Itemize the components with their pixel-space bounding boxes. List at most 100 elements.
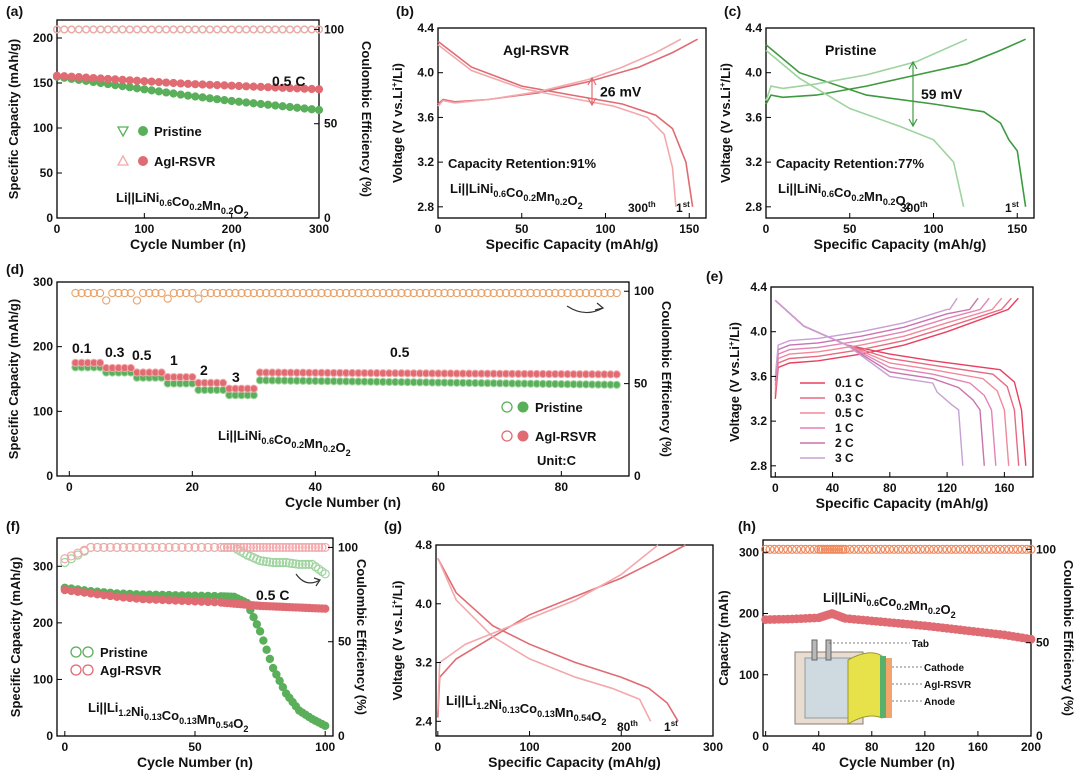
ce-point [268,288,277,298]
agi-ce-point [89,25,98,34]
x-tick-label: 160 [994,481,1014,495]
ce-point [557,288,566,298]
legend-marker-filled [517,430,529,442]
ce-point [532,288,541,298]
y-tick-label: 0 [46,211,53,225]
x-tick-label: 100 [520,740,540,754]
ce-point [600,288,609,298]
ce-point [495,288,504,298]
x-tick-label: 160 [968,740,988,754]
agi-ce-point [301,542,311,553]
y-tick-label: 200 [739,607,759,621]
y-tick-label: 4.8 [415,538,432,552]
y-axis-label: Voltage (V vs.Li+/Li) [390,63,405,183]
agi-ce-point [183,542,194,553]
agi-ce-point [219,542,229,553]
legend-marker-open [82,646,94,658]
agi-capacity-point [103,74,113,84]
ce-point [231,288,240,298]
x-axis-label: Specific Capacity (mAh/g) [814,236,987,252]
agi-ce-point [213,25,221,34]
y-tick-label: 4.0 [415,597,432,611]
agi-ce-point [229,542,239,553]
y2-tick-label: 0 [1036,729,1043,743]
y2-axis-label: Coulombic Efficiency (%) [354,559,369,715]
ce-point [182,288,191,298]
agi-ce-point [196,542,207,553]
agi-ce-point [271,542,281,553]
pristine-capacity-point [198,93,207,102]
legend-marker-open [70,664,82,676]
y2-tick-label: 50 [1036,636,1050,650]
curve-80th-charge [437,544,659,711]
retention-label: Capacity Retention:77% [776,156,925,171]
ce-point [520,288,529,298]
ce-point [89,288,99,298]
legend-rate-0: 0.1 C [835,376,864,390]
y-tick-label: 50 [40,166,54,180]
ce-point [71,288,80,298]
agi-ce-point [268,542,278,553]
x-tick-label: 40 [309,480,323,494]
legend-rate-3: 1 C [835,421,854,435]
rate-label: 0.1 [72,340,92,356]
cathode-sheet [847,652,883,725]
panel-d: (d) 0 20 40 60 80 0 100 200 300 0 50 100 Cycle Number… [6,261,674,510]
ce-point [867,544,877,554]
curve-label-300th: 300th [628,200,656,215]
plot-frame [56,281,630,477]
pristine-capacity-point [272,670,281,679]
ce-point [880,544,890,554]
ce-point [587,288,597,298]
y-tick-label: 200 [33,616,53,630]
y2-tick-label: 0 [338,729,345,743]
charge-curve-2 [774,297,1003,390]
x-tick-label: 0 [772,481,779,495]
tab-right [825,639,832,661]
y-tick-label: 300 [739,545,759,559]
pristine-capacity-point [234,97,244,106]
pristine-ce-point [301,559,311,570]
legend-rate-5: 3 C [835,451,854,465]
legend-rate-1: 0.3 C [835,391,864,405]
legend-marker-open [501,401,513,413]
y2-tick-label: 0 [324,211,331,225]
ce-point [946,544,956,554]
agi-ce-point [258,542,268,553]
y-tick-label: 4.4 [417,21,434,35]
ce-point [378,288,388,298]
ce-point [544,288,554,298]
y2-axis-label: Coulombic Efficiency (%) [1061,560,1076,716]
agi-ce-point [226,542,236,553]
agi-ce-point [75,25,83,34]
agi-ce-point [256,25,265,34]
y2-tick-label: 100 [1036,542,1056,556]
x-tick-label: 0 [66,480,73,494]
agi-ce-point [314,542,324,553]
ce-point [458,288,468,298]
agi-ce-point [293,25,301,34]
x-axis-label: Cycle Number (n) [137,754,253,770]
agi-capacity-point [249,82,258,91]
ce-point [911,544,921,554]
ce-point [774,544,784,554]
ce-point [889,544,899,554]
curve-1st-charge [437,38,698,105]
cell-formula: Li||LiNi0.6Co0.2Mn0.2O2 [218,428,351,458]
agi-capacity-point [220,81,229,90]
agi-ce-point [216,542,226,553]
plot-frame [435,544,714,737]
x-tick-label: 50 [188,740,202,754]
pristine-capacity-point [249,99,258,108]
agi-capacity-point [67,72,76,81]
ce-point [796,544,806,554]
curve-1st-discharge [437,40,694,207]
ce-point [335,288,345,298]
y-axis-label: Specific Capacity (mAh/g) [8,557,23,717]
agi-ce-point [112,542,122,553]
ce-point [280,288,289,298]
legend-marker-open [501,430,513,442]
ce-point [218,288,228,298]
plot-frame [56,19,320,219]
